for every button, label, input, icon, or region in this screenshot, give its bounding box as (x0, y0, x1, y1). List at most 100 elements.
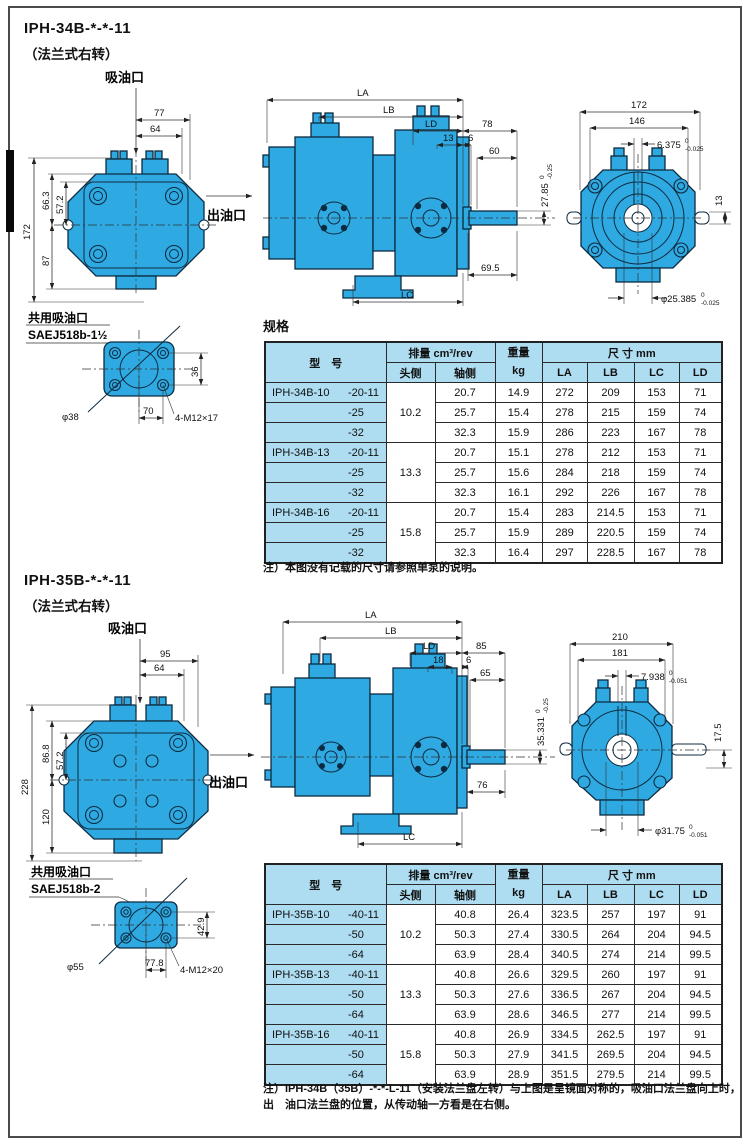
s1-front-view-drawing: 吸油口 77 64 172 (22, 70, 253, 303)
data-cell: 153 (633, 382, 680, 403)
data-cell: 346.5 (541, 1004, 588, 1025)
col-header-displacement: 排量 cm³/rev (385, 863, 496, 885)
table-row: IPH-34B-13 -20-11 13.3 20.7 15.1 278 212 153 71 (264, 442, 723, 503)
model-cell: -50 (264, 984, 387, 1005)
svg-text:57.2: 57.2 (55, 752, 66, 771)
svg-text:210: 210 (612, 632, 628, 643)
section2-subtitle: （法兰式右转） (24, 599, 119, 614)
data-cell: 26.4 (494, 904, 543, 925)
svg-text:LD: LD (425, 119, 437, 130)
s2-rear-view-drawing: 210 181 7.938 0 -0.051 17.5 φ31.75 0 -0.… (559, 632, 732, 839)
svg-text:66.3: 66.3 (41, 192, 52, 211)
data-cell: 274 (586, 944, 635, 965)
model-cell: -32 (264, 482, 387, 503)
dimension-lines: 36 70 φ38 4-M12×17 (62, 352, 218, 424)
col-header-head-side: 头侧 (385, 362, 436, 383)
head-displacement-cell: 15.8 (385, 502, 436, 564)
data-cell: 71 (678, 502, 723, 523)
data-cell: 329.5 (541, 964, 588, 985)
shared-inlet-label: 共用吸油口 (28, 310, 88, 325)
svg-text:6: 6 (466, 655, 471, 666)
svg-text:18: 18 (433, 655, 444, 666)
table-row: IPH-35B-13 -40-11 13.3 40.8 26.6 329.5 260 197 9… (264, 964, 723, 1025)
data-cell: 228.5 (586, 542, 635, 564)
table-row: -64 63.9 28.6 346.5 277 214 99.5 (264, 1004, 723, 1025)
pump-rear-body (559, 679, 710, 830)
data-cell: 214 (633, 1064, 680, 1086)
model-cell: IPH-34B-16 -20-11 (264, 502, 387, 523)
table-row: -32 32.3 16.4 297 228.5 167 78 (264, 542, 723, 564)
data-cell: 25.7 (434, 402, 496, 423)
model-cell: -64 (264, 944, 387, 965)
svg-text:57.2: 57.2 (55, 196, 66, 215)
data-cell: 159 (633, 462, 680, 483)
data-cell: 289 (541, 522, 588, 543)
outlet-label: 出油口 (207, 208, 246, 223)
svg-text:LD: LD (423, 641, 435, 652)
col-header-shaft-side: 轴侧 (434, 884, 496, 905)
model-cell: -25 (264, 402, 387, 423)
data-cell: 272 (541, 382, 588, 403)
note-1: 注）本图没有记载的尺寸请参照单泵的说明。 (263, 562, 483, 574)
model-cell: IPH-35B-10 -40-11 (264, 904, 387, 925)
s1-rear-view-drawing: 172 146 6.375 0 -0.025 13 φ25.385 0 -0.0… (566, 100, 731, 307)
col-header-lb: LB (586, 884, 635, 905)
model-cell: -50 (264, 1044, 387, 1065)
model-cell: -25 (264, 462, 387, 483)
data-cell: 341.5 (541, 1044, 588, 1065)
weight-label: 重量 (507, 347, 530, 360)
data-cell: 351.5 (541, 1064, 588, 1086)
svg-text:-0.25: -0.25 (543, 698, 550, 713)
s1-sae-port-drawing: 共用吸油口 SAEJ518b-1½ 36 70 φ38 4-M12×17 (26, 310, 218, 424)
data-cell: 50.3 (434, 924, 496, 945)
data-cell: 330.5 (541, 924, 588, 945)
data-cell: 212 (586, 442, 635, 463)
data-cell: 277 (586, 1004, 635, 1025)
sae-flange (82, 325, 196, 413)
col-header-displacement: 排量 cm³/rev (385, 341, 496, 363)
pump-front-body (50, 695, 222, 861)
data-cell: 197 (633, 1024, 680, 1045)
model-cell: -32 (264, 422, 387, 443)
data-cell: 94.5 (678, 1044, 723, 1065)
s2-front-view-drawing: 吸油口 95 64 (20, 621, 255, 862)
note-2-line2: 油口法兰盘的位置，从传动轴一方看是在右侧。 (285, 1099, 516, 1111)
head-displacement-cell: 13.3 (385, 442, 436, 503)
data-cell: 214 (633, 944, 680, 965)
data-cell: 214 (633, 1004, 680, 1025)
svg-text:172: 172 (22, 224, 33, 240)
model-cell: -25 (264, 522, 387, 543)
table-row: -25 25.7 15.4 278 215 159 74 (264, 402, 723, 423)
col-header-lb: LB (586, 362, 635, 383)
table-row: IPH-34B-10 -20-11 10.2 20.7 14.9 272 209 153 71 (264, 382, 723, 443)
data-cell: 28.6 (494, 1004, 543, 1025)
data-cell: 63.9 (434, 944, 496, 965)
svg-text:4-M12×20: 4-M12×20 (180, 965, 223, 976)
data-cell: 28.4 (494, 944, 543, 965)
data-cell: 94.5 (678, 984, 723, 1005)
data-cell: 226 (586, 482, 635, 503)
svg-text:0: 0 (535, 709, 542, 713)
data-cell: 32.3 (434, 422, 496, 443)
sae-flange-label: SAEJ518b-1½ (28, 328, 107, 342)
data-cell: 215 (586, 402, 635, 423)
model-cell: IPH-34B-13 -20-11 (264, 442, 387, 463)
weight-label: 重量 (507, 869, 530, 882)
data-cell: 91 (678, 964, 723, 985)
data-cell: 159 (633, 402, 680, 423)
model-cell: IPH-35B-16 -40-11 (264, 1024, 387, 1045)
data-cell: 334.5 (541, 1024, 588, 1045)
data-cell: 269.5 (586, 1044, 635, 1065)
sae-flange (91, 877, 201, 965)
svg-text:φ31.75: φ31.75 (655, 826, 685, 837)
table-row: -25 25.7 15.9 289 220.5 159 74 (264, 522, 723, 543)
svg-text:13: 13 (714, 195, 725, 206)
data-cell: 15.4 (494, 502, 543, 523)
data-cell: 278 (541, 402, 588, 423)
data-cell: 74 (678, 522, 723, 543)
data-cell: 197 (633, 904, 680, 925)
bolt-holes (577, 713, 667, 789)
data-cell: 91 (678, 904, 723, 925)
svg-text:77.8: 77.8 (145, 958, 164, 969)
svg-text:78: 78 (482, 119, 493, 130)
